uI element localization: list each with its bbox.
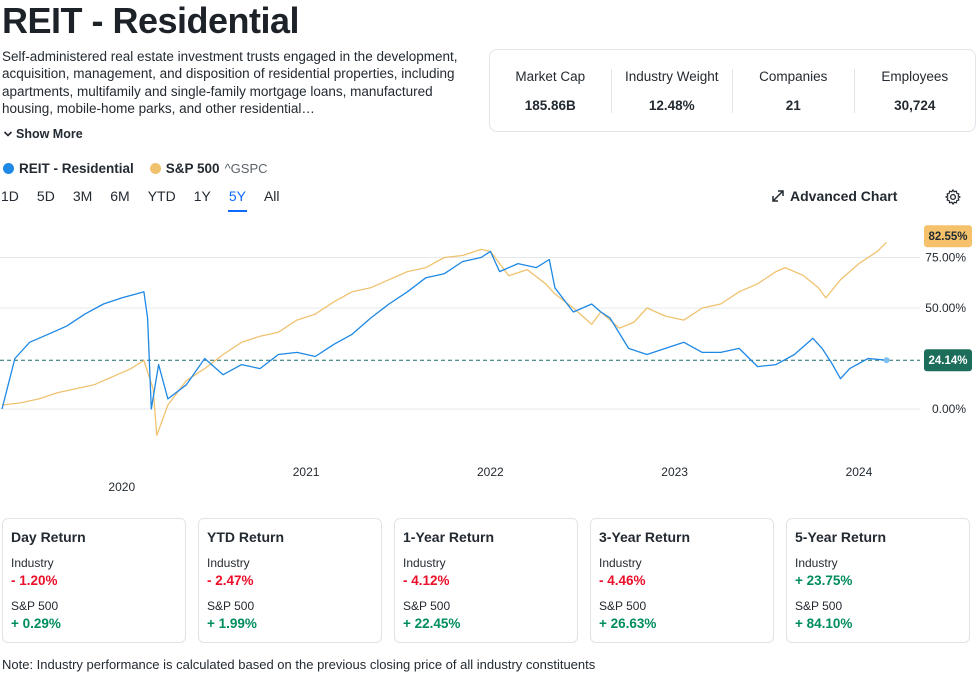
stats-panel: Market Cap 185.86B Industry Weight 12.48…: [489, 49, 976, 132]
range-5y[interactable]: 5Y: [227, 188, 247, 212]
reit-last-value-badge: 24.14%: [928, 355, 967, 367]
range-6m[interactable]: 6M: [110, 188, 130, 204]
sp500-label: S&P 500: [795, 599, 843, 613]
industry-return: - 2.47%: [207, 573, 254, 588]
industry-label: Industry: [599, 556, 642, 570]
industry-label: Industry: [795, 556, 838, 570]
industry-label: Industry: [207, 556, 250, 570]
return-card-ytd: YTD Return Industry - 2.47% S&P 500 + 1.…: [198, 518, 382, 643]
legend-item-sp500[interactable]: S&P 500 ^GSPC: [149, 161, 268, 176]
sp500-return: + 22.45%: [403, 616, 461, 631]
reit-residential-line: [1, 250, 887, 410]
stat-value: 30,724: [894, 97, 936, 113]
sp500-return: + 84.10%: [795, 616, 853, 631]
x-tick-label: 2021: [293, 465, 320, 479]
stat-value: 185.86B: [524, 97, 576, 113]
sp500-return: + 1.99%: [207, 616, 257, 631]
stat-industry-weight: Industry Weight 12.48%: [612, 68, 733, 113]
industry-label: Industry: [11, 556, 54, 570]
y-tick-label: 0.00%: [932, 402, 966, 416]
range-5d[interactable]: 5D: [36, 188, 55, 204]
range-1y[interactable]: 1Y: [193, 188, 211, 204]
stat-label: Market Cap: [515, 68, 586, 84]
industry-return: - 1.20%: [11, 573, 58, 588]
chevron-down-icon: [3, 131, 13, 137]
sp500-label: S&P 500: [403, 599, 451, 613]
range-selector: 1D 5D 3M 6M YTD 1Y 5Y All: [0, 188, 297, 212]
return-card-1y: 1-Year Return Industry - 4.12% S&P 500 +…: [394, 518, 578, 643]
industry-return: + 23.75%: [795, 573, 853, 588]
stat-label: Companies: [759, 68, 828, 84]
stat-companies: Companies 21: [733, 68, 855, 113]
legend-label: REIT - Residential: [19, 161, 134, 176]
x-tick-label: 2022: [477, 465, 504, 479]
card-title: 3-Year Return: [599, 529, 691, 545]
sp500-line: [1, 241, 888, 436]
reit-last-value-badge-bg: [924, 349, 972, 372]
return-card-day: Day Return Industry - 1.20% S&P 500 + 0.…: [2, 518, 186, 643]
advanced-chart-label: Advanced Chart: [790, 188, 898, 204]
range-ytd[interactable]: YTD: [147, 188, 176, 204]
stat-label: Employees: [881, 68, 949, 84]
x-tick-label: 2024: [846, 465, 873, 479]
card-title: 1-Year Return: [403, 529, 495, 545]
return-card-5y: 5-Year Return Industry + 23.75% S&P 500 …: [786, 518, 970, 643]
legend-symbol: ^GSPC: [224, 161, 268, 176]
industry-return: - 4.46%: [599, 573, 646, 588]
range-3m[interactable]: 3M: [72, 188, 93, 204]
y-tick-label: 50.00%: [925, 301, 966, 315]
industry-return: - 4.12%: [403, 573, 450, 588]
advanced-chart-button[interactable]: Advanced Chart: [772, 188, 897, 204]
stat-label: Industry Weight: [624, 68, 719, 84]
sp500-label: S&P 500: [11, 599, 59, 613]
gear-icon[interactable]: [944, 188, 962, 206]
returns-cards: Day Return Industry - 1.20% S&P 500 + 0.…: [2, 518, 970, 643]
legend-label: S&P 500: [165, 161, 220, 176]
legend-item-reit[interactable]: REIT - Residential: [3, 161, 134, 176]
y-tick-label: 75.00%: [925, 251, 966, 265]
show-more-label: Show More: [16, 127, 83, 141]
card-title: Day Return: [11, 529, 86, 545]
chart-legend: REIT - Residential S&P 500 ^GSPC: [3, 161, 278, 176]
show-more-button[interactable]: Show More: [3, 127, 83, 141]
sp500-last-value-badge: 82.55%: [928, 231, 967, 243]
performance-chart[interactable]: 75.00% 50.00% 0.00% 2020 2021 2022 2023 2024 82.…: [0, 222, 977, 502]
card-title: YTD Return: [207, 529, 284, 545]
card-title: 5-Year Return: [795, 529, 887, 545]
stat-employees: Employees 30,724: [855, 69, 976, 113]
x-tick-label: 2020: [108, 480, 135, 494]
x-tick-label: 2023: [661, 465, 688, 479]
return-card-3y: 3-Year Return Industry - 4.46% S&P 500 +…: [590, 518, 774, 643]
range-1d[interactable]: 1D: [1, 188, 19, 204]
stat-value: 21: [785, 97, 801, 113]
sp500-label: S&P 500: [207, 599, 255, 613]
legend-dot-icon: [149, 163, 161, 174]
legend-dot-icon: [3, 163, 14, 174]
reit-last-point: [883, 357, 890, 364]
industry-label: Industry: [403, 556, 446, 570]
stat-market-cap: Market Cap 185.86B: [490, 68, 612, 113]
stat-value: 12.48%: [648, 97, 695, 113]
footnote: Note: Industry performance is calculated…: [2, 657, 596, 672]
sp500-return: + 0.29%: [11, 616, 61, 631]
sp500-return: + 26.63%: [599, 616, 657, 631]
sp500-last-value-badge-bg: [924, 225, 972, 248]
page-title: REIT - Residential: [2, 0, 300, 41]
range-all[interactable]: All: [263, 188, 280, 204]
sp500-label: S&P 500: [599, 599, 647, 613]
expand-icon: [772, 190, 784, 202]
industry-description: Self-administered real estate investment…: [2, 49, 458, 117]
